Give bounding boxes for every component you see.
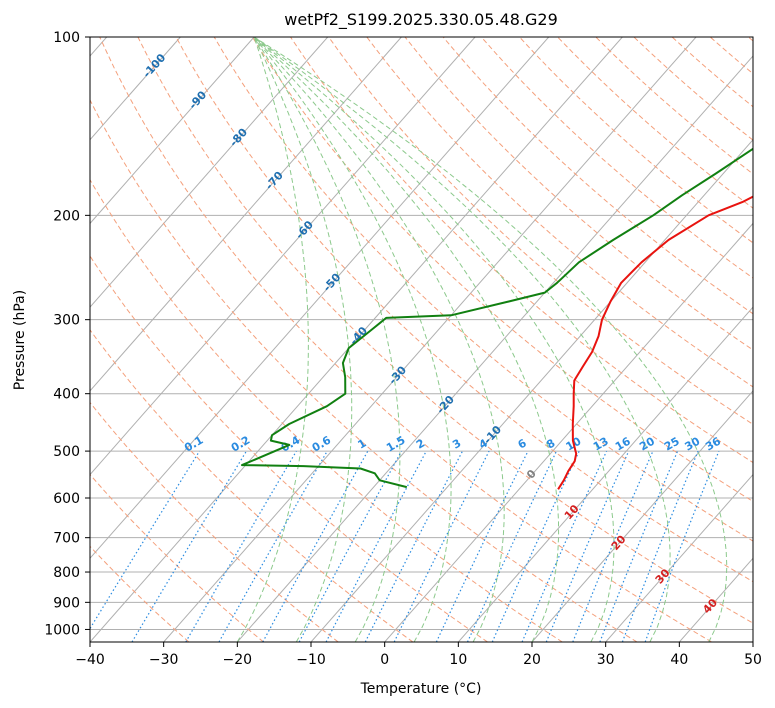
series-layer (241, 147, 753, 490)
mixing-ratio-line (599, 450, 679, 642)
dry-adiabat (633, 37, 753, 141)
mixing-ratio-line (364, 450, 464, 642)
dry-adiabat (442, 37, 753, 315)
isotherm-line (90, 37, 181, 141)
isotherm-line (531, 390, 753, 642)
moist-adiabat (253, 37, 452, 642)
moist-adiabat (253, 37, 728, 642)
dry-adiabat (709, 37, 753, 75)
isotherm-line (752, 641, 753, 642)
y-tick-label: 100 (53, 30, 80, 46)
isotherm-line (457, 306, 753, 642)
isotherm-line (90, 37, 476, 476)
mixing-ratio-line (435, 450, 529, 642)
mixing-ratio-line (644, 450, 720, 642)
mixing-ratio-label: 3 (450, 437, 463, 452)
y-tick-label: 700 (53, 531, 80, 547)
dry-adiabat (748, 37, 753, 42)
dry-adiabat (671, 37, 753, 108)
mixing-ratio-label: 8 (544, 437, 557, 452)
isotherm-line (90, 37, 329, 308)
y-tick-label: 400 (53, 387, 80, 403)
dry-adiabat (557, 37, 753, 209)
x-tick-label: 20 (523, 652, 541, 668)
isotherm-line (90, 37, 550, 560)
y-axis-label: Pressure (hPa) (12, 290, 28, 390)
plot-frame (89, 36, 754, 643)
mixing-ratio-line (521, 450, 608, 642)
isotherm-line (678, 557, 753, 642)
mixing-ratio-label: 2 (414, 437, 427, 452)
isotherm-line (163, 37, 697, 642)
dry-adiabat (90, 473, 264, 642)
dry-adiabat (328, 37, 753, 425)
moist-adiabat (253, 37, 353, 642)
mixing-ratio-line (572, 450, 654, 642)
moist-adiabat (253, 37, 671, 642)
y-tick-label: 800 (53, 565, 80, 581)
dry-adiabat (251, 37, 753, 503)
isotherm-line (90, 37, 402, 392)
dry-adiabat (175, 37, 753, 583)
x-tick-label: −40 (75, 652, 105, 668)
dry-adiabat (404, 37, 753, 351)
background-lines (90, 37, 753, 642)
dry-adiabat (90, 98, 638, 642)
y-tick-label: 1000 (44, 622, 80, 638)
moist-adiabat (253, 37, 560, 642)
moist-adiabat (253, 37, 505, 642)
dry-adiabat (213, 37, 753, 542)
isotherm-line (236, 55, 753, 642)
dry-adiabat (99, 37, 712, 642)
mixing-ratio-line (621, 450, 699, 642)
x-tick-label: 10 (449, 652, 467, 668)
y-tick-label: 500 (53, 444, 80, 460)
dry-adiabat (290, 37, 753, 464)
y-axis: 100 200 300 400 500 600 700 800 900 1000 (44, 30, 90, 638)
mixing-ratio-line (545, 450, 630, 642)
mixing-ratio-label: 6 (516, 436, 529, 451)
mixing-ratio-line (491, 450, 580, 642)
temperature-profile-line (557, 195, 753, 490)
x-tick-label: 30 (597, 652, 615, 668)
dry-adiabat (137, 37, 753, 624)
moist-adiabat (253, 37, 401, 642)
y-tick-label: 900 (53, 595, 80, 611)
mixing-ratio-line (393, 450, 490, 642)
y-tick-label: 600 (53, 491, 80, 507)
x-tick-label: −30 (149, 652, 179, 668)
x-tick-label: 50 (744, 652, 762, 668)
x-axis: −40 −30 −20 −10 0 10 20 30 40 50 (75, 642, 762, 668)
dewpoint-profile-line (241, 147, 753, 489)
x-tick-label: 0 (380, 652, 389, 668)
isotherm-line (90, 37, 255, 225)
x-tick-label: −20 (223, 652, 253, 668)
dry-adiabat (480, 37, 753, 279)
x-tick-label: 40 (670, 652, 688, 668)
isotherm-line (90, 37, 623, 642)
chart-title: wetPf2_S199.2025.330.05.48.G29 (284, 10, 558, 30)
mixing-ratio-line (218, 450, 328, 642)
x-axis-label: Temperature (°C) (360, 681, 482, 697)
dry-adiabat (90, 545, 190, 642)
mixing-ratio-line (325, 450, 427, 642)
dry-adiabat (90, 329, 414, 642)
isotherm-line (605, 473, 753, 642)
mixing-ratio-line (90, 450, 201, 630)
dry-adiabat (366, 37, 753, 388)
moist-adiabat (236, 37, 309, 642)
x-tick-label: −10 (296, 652, 326, 668)
dry-adiabat (90, 401, 339, 642)
y-tick-label: 200 (53, 208, 80, 224)
y-tick-label: 300 (53, 313, 80, 329)
mixing-ratio-line (298, 450, 403, 642)
mixing-ratio-line (262, 450, 369, 642)
dry-adiabat (90, 255, 488, 642)
isotherm-line (384, 222, 753, 642)
mixing-ratio-label: 1 (355, 437, 368, 452)
mixing-ratio-line (185, 450, 297, 642)
